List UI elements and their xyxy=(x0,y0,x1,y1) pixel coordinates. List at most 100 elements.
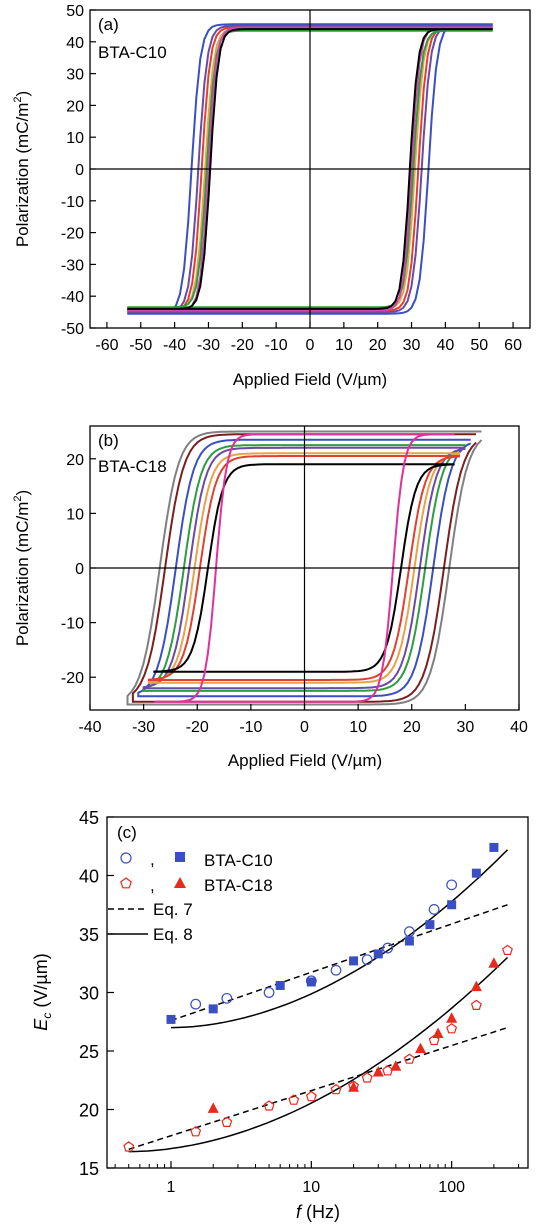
data-point-circle-open xyxy=(446,879,458,891)
data-point-pentagon-open xyxy=(470,999,482,1011)
panel-a-hysteresis-c10: -60 -50 -40 -30 -20 -10 0 10 20 30 40 50 60 -50 -40 -30… xyxy=(12,3,531,389)
data-point-square-filled xyxy=(425,920,435,930)
data-point-square-filled xyxy=(166,1014,176,1024)
data-point-pentagon-open xyxy=(190,1125,202,1137)
legend-eq8-label: Eq. 8 xyxy=(153,925,193,944)
panel-a-xtick-label: -50 xyxy=(129,337,152,354)
panel-b-xtick-label: -10 xyxy=(239,719,262,736)
legend-c18-separator: , xyxy=(150,876,155,895)
panel-a-loop-0 xyxy=(127,23,493,315)
panel-a-label: (a) xyxy=(98,15,119,34)
panel-b-label: (b) xyxy=(98,431,119,450)
panel-c-coercive-field: 1 10 100 15 20 25 30 35 40 45 (c) , BTA-C10 , BTA… xyxy=(31,808,529,1222)
panel-a-xlabel: Applied Field (V/µm) xyxy=(233,370,387,389)
data-point-pentagon-open xyxy=(361,1072,373,1083)
fit-line-solid-3 xyxy=(128,956,509,1153)
panel-b-loop-2 xyxy=(137,438,472,698)
panel-c-ytick-label: 25 xyxy=(79,1042,99,1062)
panel-c-frame xyxy=(106,816,529,1169)
panel-a-ytick-label: 10 xyxy=(66,130,84,147)
panel-a-ytick-label: 30 xyxy=(66,67,84,84)
data-point-triangle-filled xyxy=(415,1042,427,1054)
panel-a-sample-label: BTA-C10 xyxy=(98,43,167,62)
legend: , BTA-C10 , BTA-C18 Eq. 7 Eq. 8 xyxy=(108,850,273,944)
data-point-pentagon-open xyxy=(348,1080,360,1091)
panel-b-ytick-label: -10 xyxy=(61,616,84,633)
panel-b-ylabel: Polarization (mC/m2) xyxy=(12,490,32,646)
panel-a-loop-5 xyxy=(127,26,493,312)
data-point-pentagon-open xyxy=(403,1053,415,1064)
data-point-pentagon-open xyxy=(501,944,513,956)
panel-a-xtick-label: 50 xyxy=(470,337,488,354)
panel-b-ytick-label: -20 xyxy=(61,670,84,687)
panel-a-ytick-label: -40 xyxy=(61,289,84,306)
data-point-square-filled xyxy=(208,1004,218,1014)
data-point-circle-open xyxy=(221,992,233,1004)
data-point-pentagon-open xyxy=(221,1116,233,1128)
panel-b-loop-8 xyxy=(154,433,455,703)
panel-a-ylabel: Polarization (mC/m2) xyxy=(12,91,32,247)
panel-b-sample-label: BTA-C18 xyxy=(98,457,167,476)
panel-c-label: (c) xyxy=(117,823,137,842)
legend-c10-filled-marker xyxy=(175,852,185,862)
panel-a-ytick-label: -10 xyxy=(61,194,84,211)
panel-b-xlabel: Applied Field (V/µm) xyxy=(228,751,382,770)
panel-b-xtick-label: 20 xyxy=(403,719,421,736)
data-point-triangle-filled xyxy=(207,1102,219,1113)
legend-c18-open-marker xyxy=(120,877,132,889)
data-point-square-filled xyxy=(489,842,499,852)
panel-b-loop-4 xyxy=(142,446,466,690)
panel-c-ytick-label: 20 xyxy=(79,1101,99,1121)
data-point-circle-open xyxy=(382,942,394,954)
data-point-circle-open xyxy=(428,904,440,915)
panel-a-ytick-label: -20 xyxy=(61,226,84,243)
data-point-circle-open xyxy=(263,987,275,998)
data-point-square-filled xyxy=(275,980,285,990)
panel-a-xtick-label: 60 xyxy=(504,337,522,354)
legend-c18-filled-marker xyxy=(174,877,186,888)
panel-a-ytick-label: 0 xyxy=(75,162,84,179)
panel-c-ytick-label: 30 xyxy=(79,984,99,1004)
data-point-square-filled xyxy=(349,956,359,966)
panel-a-xtick-label: -10 xyxy=(265,337,288,354)
panel-b-xtick-label: 40 xyxy=(510,719,528,736)
panel-b-ytick-label: 20 xyxy=(66,452,84,469)
panel-a-ytick-label: -30 xyxy=(61,257,84,274)
panel-c-ylabel: Ec (V/µm) xyxy=(31,953,54,1030)
panel-a-xtick-label: -20 xyxy=(231,337,254,354)
fit-line-dashed-2 xyxy=(128,1026,508,1151)
panel-a-ytick-label: 50 xyxy=(66,3,84,20)
data-point-triangle-filled xyxy=(372,1066,384,1077)
panel-c-ytick-label: 40 xyxy=(79,867,99,887)
legend-eq7-label: Eq. 7 xyxy=(153,900,193,919)
panel-a-loop-6 xyxy=(127,28,493,310)
data-point-triangle-filled xyxy=(470,980,482,992)
panel-a-xtick-label: 30 xyxy=(403,337,421,354)
data-point-circle-open xyxy=(190,998,202,1010)
panel-b-loop-6 xyxy=(148,455,461,681)
panel-a-loop-4 xyxy=(127,29,493,309)
data-point-square-filled xyxy=(471,868,481,878)
panel-a-ytick-label: -50 xyxy=(61,321,84,338)
panel-b-loop-5 xyxy=(148,452,461,684)
panel-b-hysteresis-c18: -40 -30 -20 -10 0 10 20 30 40 -20 -10 0 10 20 (b) BTA… xyxy=(12,425,528,770)
panel-a-xtick-label: 10 xyxy=(335,337,353,354)
data-point-square-filled xyxy=(404,936,414,946)
panel-a-xtick-label: 0 xyxy=(306,337,315,354)
panel-a-xtick-label: 40 xyxy=(436,337,454,354)
data-point-circle-open xyxy=(404,926,415,938)
data-point-pentagon-open xyxy=(428,1034,440,1046)
data-point-triangle-filled xyxy=(432,1027,444,1038)
legend-c18-label: BTA-C18 xyxy=(204,876,273,895)
data-point-pentagon-open xyxy=(263,1100,275,1111)
panel-c-xtick-label: 1 xyxy=(167,1179,176,1196)
data-point-pentagon-open xyxy=(446,1023,458,1034)
data-point-triangle-filled xyxy=(446,1012,458,1023)
data-point-square-filled xyxy=(306,977,316,987)
panel-a-xtick-label: -60 xyxy=(95,337,118,354)
panel-a-loop-1 xyxy=(127,24,493,314)
panel-a-xtick-label: -30 xyxy=(197,337,220,354)
data-point-pentagon-open xyxy=(288,1094,300,1105)
data-point-pentagon-open xyxy=(123,1141,135,1152)
